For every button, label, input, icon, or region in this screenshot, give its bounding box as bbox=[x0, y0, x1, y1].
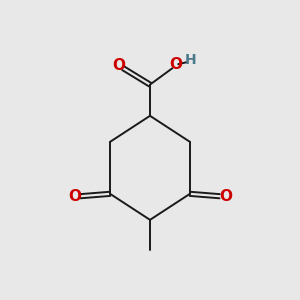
Text: H: H bbox=[185, 53, 197, 67]
Text: O: O bbox=[219, 189, 232, 204]
Text: O: O bbox=[170, 57, 183, 72]
Text: O: O bbox=[68, 189, 81, 204]
Text: O: O bbox=[112, 58, 125, 73]
